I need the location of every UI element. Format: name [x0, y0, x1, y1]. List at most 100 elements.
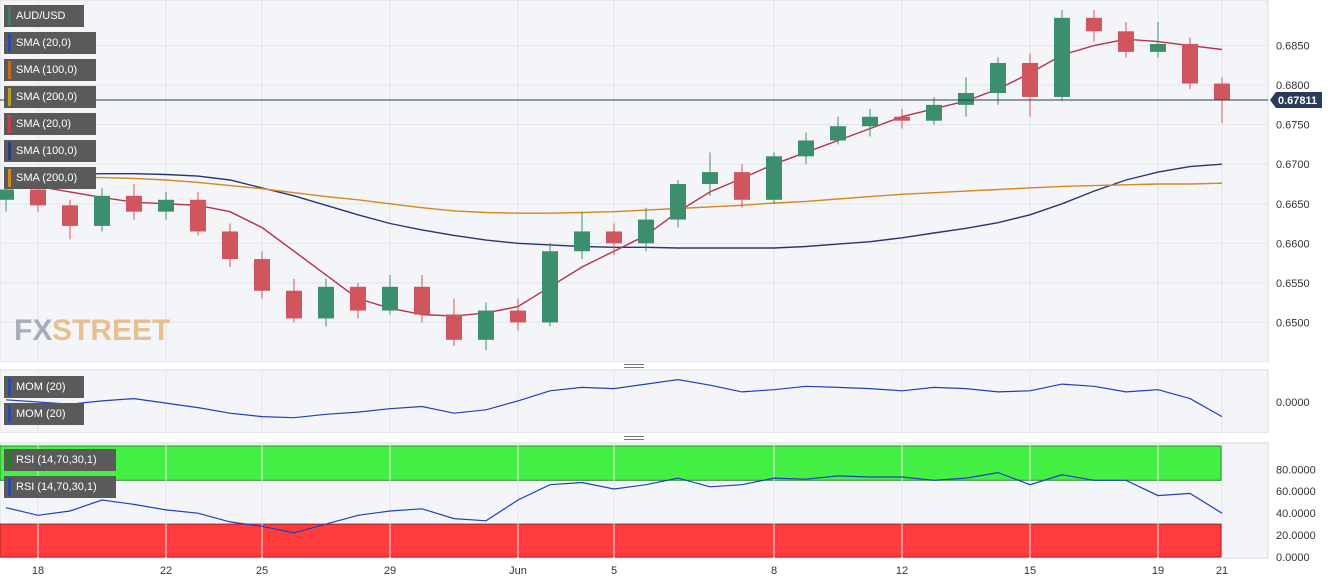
- price-tick-label: 0.6750: [1276, 120, 1310, 132]
- candle-body: [158, 199, 174, 212]
- legend-color-swatch: [8, 142, 11, 160]
- candle-body: [1214, 83, 1230, 101]
- legend-item[interactable]: MOM (20): [4, 376, 84, 398]
- candle-body: [766, 156, 782, 200]
- candle-body: [1086, 17, 1102, 32]
- legend-color-swatch: [8, 478, 11, 496]
- candle: [158, 191, 174, 220]
- candle-body: [926, 104, 942, 121]
- legend-color-swatch: [8, 88, 11, 106]
- x-tick-label: 29: [384, 565, 396, 577]
- candle: [1150, 21, 1166, 58]
- candle: [766, 152, 782, 204]
- candle-body: [414, 286, 430, 315]
- candles: [0, 9, 1230, 351]
- x-tick-label: 19: [1152, 565, 1164, 577]
- momentum-tick-label: 0.0000: [1276, 397, 1310, 409]
- watermark-street: STREET: [52, 314, 170, 347]
- candle-body: [638, 219, 654, 244]
- price-tick-label: 0.6850: [1276, 41, 1310, 53]
- sma200-line: [5, 176, 1223, 214]
- rsi-tick-label: 20.0000: [1276, 530, 1316, 542]
- legend-label: RSI (14,70,30,1): [16, 454, 97, 466]
- candle: [1086, 9, 1102, 42]
- rsi-axis: 80.0000 60.0000 40.0000 20.0000 0.0000: [1276, 464, 1316, 564]
- candle-body: [702, 172, 718, 184]
- legend-item[interactable]: SMA (100,0): [4, 59, 96, 81]
- legend-label: SMA (100,0): [16, 64, 78, 76]
- legend-item[interactable]: MOM (20): [4, 403, 84, 425]
- legend-color-swatch: [8, 405, 11, 423]
- candle-body: [94, 195, 110, 226]
- candle: [62, 199, 78, 240]
- legend-color-swatch: [8, 61, 11, 79]
- candle-body: [318, 286, 334, 319]
- candle: [862, 108, 878, 137]
- legend-item[interactable]: SMA (200,0): [4, 167, 96, 189]
- current-price-line: 0.67811: [0, 92, 1322, 109]
- rsi-tick-label: 80.0000: [1276, 464, 1316, 476]
- candle: [638, 207, 654, 252]
- candle: [606, 223, 622, 256]
- price-tick-label: 0.6600: [1276, 238, 1310, 250]
- candle-body: [606, 231, 622, 244]
- candle: [670, 180, 686, 228]
- x-tick-label: 8: [771, 565, 777, 577]
- legend-item[interactable]: SMA (20,0): [4, 113, 96, 135]
- x-tick-label: 22: [160, 565, 172, 577]
- momentum-axis: 0.0000: [1276, 397, 1310, 409]
- candle-body: [510, 310, 526, 323]
- candle: [510, 298, 526, 331]
- candle-body: [1022, 62, 1038, 97]
- legend-color-swatch: [8, 115, 11, 133]
- candle-body: [190, 199, 206, 232]
- momentum-line: [5, 378, 1223, 419]
- legend-label: AUD/USD: [16, 10, 66, 22]
- candle: [830, 116, 846, 145]
- candle-body: [0, 189, 14, 200]
- price-tick-label: 0.6550: [1276, 278, 1310, 290]
- candle-body: [286, 290, 302, 319]
- rsi-tick-label: 40.0000: [1276, 508, 1316, 520]
- rsi-grid: [37, 443, 1223, 558]
- legend-item[interactable]: SMA (20,0): [4, 32, 96, 54]
- legend-item[interactable]: RSI (14,70,30,1): [4, 449, 116, 471]
- candle: [734, 164, 750, 208]
- candle: [1054, 9, 1070, 101]
- legend-item[interactable]: AUD/USD: [4, 5, 84, 27]
- candle-body: [62, 205, 78, 226]
- legend-label: SMA (100,0): [16, 145, 78, 157]
- x-tick-label: 12: [896, 565, 908, 577]
- price-tag-label: 0.67811: [1278, 95, 1317, 107]
- rsi-line: [5, 471, 1223, 534]
- legend-item[interactable]: SMA (100,0): [4, 140, 96, 162]
- panel-splitter-handle[interactable]: [0, 362, 1268, 370]
- legend-color-swatch: [8, 378, 11, 396]
- candle-body: [798, 140, 814, 157]
- candle-body: [1118, 31, 1134, 52]
- candle-body: [958, 93, 974, 105]
- candle-body: [734, 172, 750, 200]
- candle-body: [542, 251, 558, 323]
- legend-label: SMA (200,0): [16, 172, 78, 184]
- price-axis: 0.6850 0.6800 0.6750 0.6700 0.6650 0.6600 0.65…: [1276, 41, 1310, 330]
- x-tick-label: 25: [256, 565, 268, 577]
- candle: [574, 211, 590, 260]
- legend-label: MOM (20): [16, 408, 66, 420]
- candle: [318, 278, 334, 327]
- rsi-tick-label: 60.0000: [1276, 486, 1316, 498]
- legend-item[interactable]: SMA (200,0): [4, 86, 96, 108]
- price-tick-label: 0.6700: [1276, 159, 1310, 171]
- x-tick-label: 5: [611, 565, 617, 577]
- legend-label: SMA (20,0): [16, 118, 72, 130]
- candle: [702, 152, 718, 196]
- price-tag-background: [1270, 92, 1322, 109]
- price-grid: [0, 0, 1268, 362]
- candle-body: [30, 189, 46, 206]
- panel-splitter-handle-2[interactable]: [0, 433, 1268, 443]
- candle-body: [350, 286, 366, 311]
- legend-item[interactable]: RSI (14,70,30,1): [4, 476, 116, 498]
- price-tick-label: 0.6650: [1276, 199, 1310, 211]
- legend-color-swatch: [8, 34, 11, 52]
